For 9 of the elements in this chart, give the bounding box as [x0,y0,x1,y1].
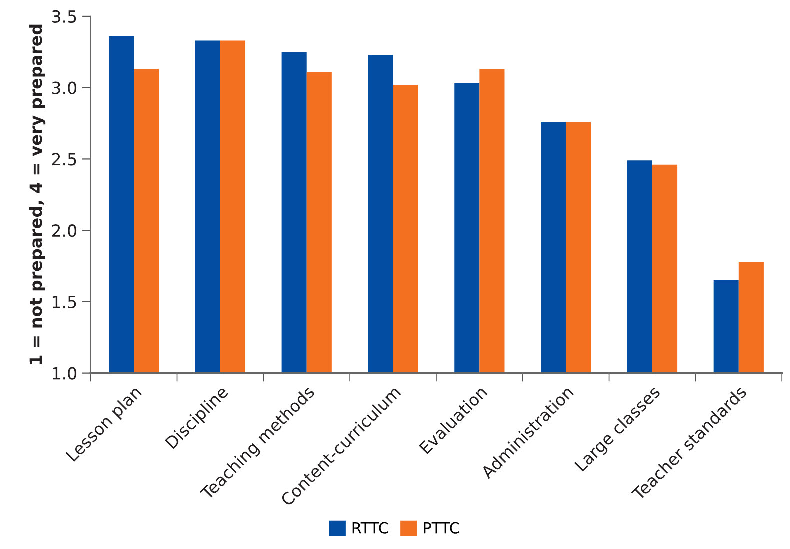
legend-label: RTTC [352,522,388,534]
y-tick-label: 3.5 [52,10,76,24]
legend-label: PTTC [424,522,460,534]
y-tick-label: 3.0 [52,82,77,94]
y-tick-label: 1.0 [52,367,77,380]
y-tick-label: 2.5 [52,153,76,166]
y-axis-title: 1 = not prepared, 4 = very prepared [29,24,46,364]
y-tick-label: 2.0 [52,224,77,238]
y-tick-label: 1.5 [52,296,76,309]
